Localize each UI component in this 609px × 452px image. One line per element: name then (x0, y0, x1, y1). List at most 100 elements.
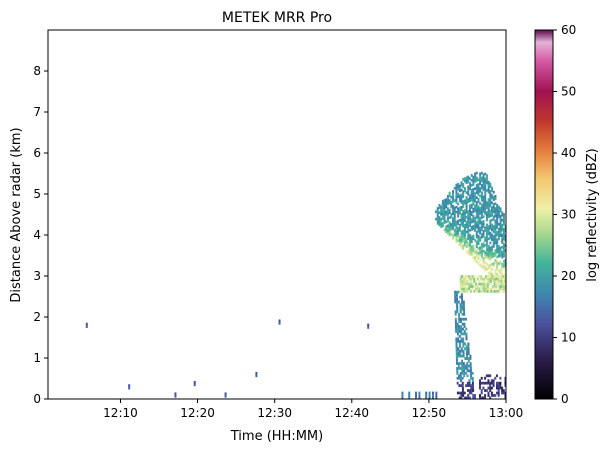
reflectivity-cell (470, 391, 473, 395)
reflectivity-cell (461, 307, 464, 311)
reflectivity-cell (469, 277, 472, 281)
reflectivity-cell (446, 207, 449, 211)
reflectivity-cell (485, 211, 488, 214)
reflectivity-cell (458, 243, 461, 247)
reflectivity-cell (459, 376, 462, 380)
reflectivity-cell (475, 220, 478, 224)
reflectivity-cell (490, 391, 493, 395)
reflectivity-cell (460, 337, 463, 341)
reflectivity-cell (470, 210, 473, 214)
reflectivity-cell (482, 261, 485, 265)
reflectivity-cell (482, 249, 485, 253)
reflectivity-cell (460, 339, 463, 343)
reflectivity-cell (504, 376, 506, 380)
reflectivity-cell (474, 177, 477, 181)
reflectivity-cell (473, 280, 476, 283)
reflectivity-cell (500, 285, 503, 288)
reflectivity-cell (475, 213, 478, 217)
reflectivity-cell (504, 396, 506, 399)
reflectivity-cell (471, 381, 474, 385)
reflectivity-cell (496, 260, 499, 264)
reflectivity-cell (425, 396, 428, 399)
reflectivity-cell (445, 227, 448, 231)
reflectivity-cell (489, 219, 492, 223)
reflectivity-cell (445, 230, 448, 233)
reflectivity-cell (467, 227, 470, 231)
reflectivity-cell (450, 232, 453, 236)
reflectivity-cell (448, 191, 451, 195)
reflectivity-cell (470, 238, 473, 241)
reflectivity-cell (489, 241, 492, 245)
reflectivity-cell (460, 205, 463, 209)
reflectivity-cell (475, 250, 478, 254)
reflectivity-cell (497, 254, 500, 258)
reflectivity-cell (484, 389, 487, 392)
reflectivity-cell (501, 236, 504, 239)
reflectivity-cell (456, 330, 459, 333)
reflectivity-cell (477, 247, 480, 250)
reflectivity-cell (492, 225, 495, 229)
reflectivity-cell (459, 305, 462, 309)
reflectivity-cell (464, 277, 467, 281)
reflectivity-cell (502, 262, 505, 266)
colorbar-ticks: 0 10 20 30 40 50 60 (553, 23, 576, 406)
reflectivity-cell (482, 266, 485, 270)
reflectivity-cell (485, 243, 488, 246)
reflectivity-cell (458, 325, 461, 328)
reflectivity-cell (467, 242, 470, 245)
reflectivity-cell (496, 275, 499, 279)
reflectivity-cell (479, 175, 482, 178)
reflectivity-cell (489, 199, 492, 203)
reflectivity-cell (491, 267, 494, 271)
reflectivity-cell (467, 396, 470, 399)
reflectivity-cell (499, 229, 502, 233)
reflectivity-cell (480, 252, 483, 256)
reflectivity-cell (482, 207, 485, 211)
reflectivity-cell (471, 282, 474, 286)
reflectivity-cell (477, 220, 480, 223)
reflectivity-cell (458, 384, 461, 387)
reflectivity-cell (452, 224, 455, 228)
reflectivity-cell (455, 235, 458, 239)
reflectivity-cell (480, 248, 483, 251)
reflectivity-cell (499, 381, 502, 385)
reflectivity-cell (479, 194, 482, 198)
reflectivity-cell (224, 394, 227, 398)
reflectivity-cell (500, 280, 503, 283)
reflectivity-cell (504, 261, 506, 265)
reflectivity-cell (479, 189, 482, 193)
reflectivity-cell (455, 325, 458, 328)
reflectivity-cell (470, 183, 473, 187)
reflectivity-cell (460, 295, 463, 299)
reflectivity-cell (503, 287, 506, 291)
reflectivity-cell (473, 285, 476, 288)
reflectivity-cell (484, 177, 487, 181)
reflectivity-cell (504, 379, 506, 383)
reflectivity-cell (502, 242, 505, 246)
reflectivity-cell (462, 354, 465, 358)
reflectivity-cell (463, 285, 466, 288)
reflectivity-cell (468, 177, 471, 181)
reflectivity-cell (489, 234, 492, 237)
reflectivity-cell (491, 186, 494, 190)
reflectivity-cell (491, 255, 494, 259)
reflectivity-cell (475, 176, 478, 180)
reflectivity-cell (425, 391, 428, 395)
reflectivity-cell (486, 277, 489, 281)
reflectivity-cell (457, 300, 460, 304)
reflectivity-cell (466, 362, 469, 365)
reflectivity-cell (502, 259, 505, 263)
reflectivity-cell (469, 275, 472, 278)
reflectivity-cell (467, 200, 470, 204)
reflectivity-cell (463, 216, 466, 220)
reflectivity-cell (500, 275, 503, 278)
reflectivity-cell (496, 216, 499, 220)
reflectivity-cell (457, 219, 460, 223)
reflectivity-cell (460, 293, 463, 296)
colorbar-tick-label: 60 (561, 23, 576, 37)
reflectivity-cell (457, 185, 460, 189)
reflectivity-cell (491, 189, 494, 192)
reflectivity-cell (494, 241, 497, 245)
reflectivity-cell (480, 171, 483, 175)
reflectivity-cell (487, 212, 490, 216)
